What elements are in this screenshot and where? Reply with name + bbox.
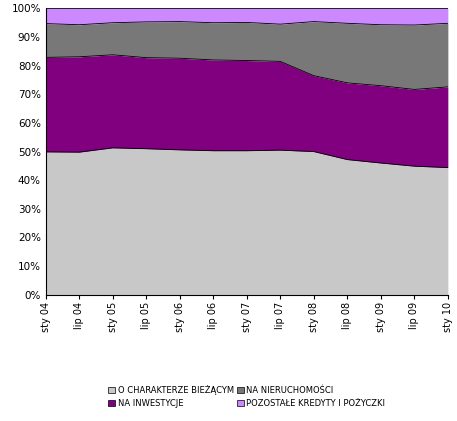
Legend: O CHARAKTERZE BIEŻĄCYM, NA INWESTYCJE, NA NIERUCHOMOŚCI, POZOSTAŁE KREDYTY I POŻ: O CHARAKTERZE BIEŻĄCYM, NA INWESTYCJE, N… bbox=[108, 385, 385, 408]
